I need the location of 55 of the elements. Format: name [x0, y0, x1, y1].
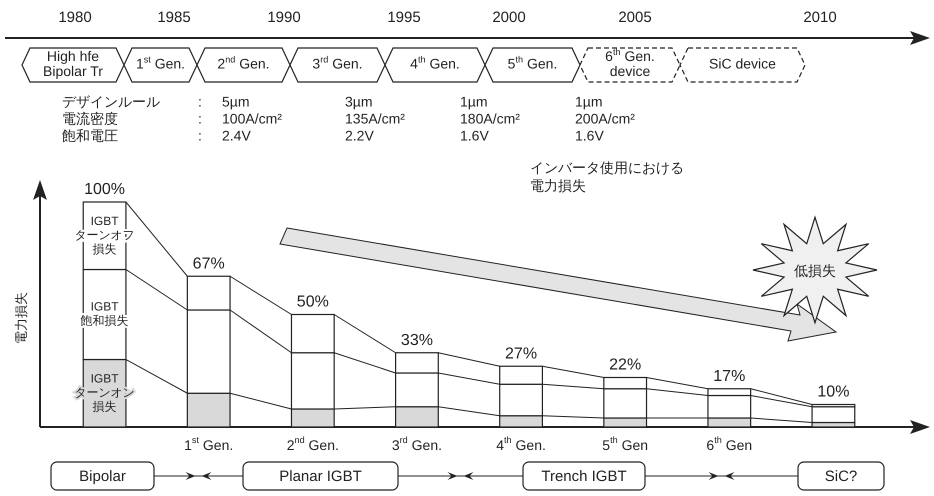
- text: 1.6V: [575, 128, 604, 144]
- text: 1980: [58, 9, 92, 26]
- text: Trench IGBT: [541, 468, 627, 485]
- text: 2000: [492, 9, 526, 26]
- text: 1.6V: [460, 128, 490, 144]
- x-tick-label: 4$^{th}$ Gen.: [496, 435, 546, 453]
- text: 1990: [267, 9, 301, 26]
- total-label: 10%: [817, 384, 850, 400]
- text: 5$^{th}$ Gen.: [508, 54, 558, 72]
- total-label: 33%: [400, 332, 433, 349]
- total-label: 67%: [192, 255, 225, 272]
- y-axis-title: 電力損失: [530, 178, 586, 194]
- x-tick-label: 5$^{th}$ Gen: [602, 435, 648, 453]
- text: 5µm: [222, 94, 250, 110]
- text: 4$^{th}$ Gen.: [410, 54, 460, 72]
- text: 1985: [157, 9, 191, 26]
- total-label: 50%: [296, 294, 329, 310]
- text: 1995: [387, 9, 421, 26]
- text: SiC?: [824, 468, 858, 485]
- x-tick-label: 2$^{nd}$ Gen.: [286, 435, 339, 453]
- text: 135A/cm²: [345, 110, 406, 127]
- x-tick-label: 6$^{th}$ Gen: [706, 435, 752, 453]
- text: 電力損失: [13, 292, 28, 344]
- text: 2010: [803, 9, 837, 26]
- text: 3$^{rd}$ Gen.: [312, 54, 363, 72]
- text: :: [198, 128, 202, 144]
- text: 1µm: [575, 94, 603, 110]
- text: 2005: [618, 9, 652, 26]
- text: 180A/cm²: [460, 110, 520, 127]
- total-label: 100%: [84, 181, 126, 198]
- text: Bipolar: [79, 468, 126, 485]
- text: SiC device: [709, 56, 776, 72]
- text: デザインルール: [62, 94, 160, 110]
- text: 飽和電圧: [62, 128, 118, 144]
- text: 2.2V: [345, 128, 374, 144]
- text: Planar IGBT: [279, 468, 362, 485]
- total-label: 27%: [505, 345, 538, 362]
- text: 2.4V: [222, 128, 252, 144]
- text: 200A/cm²: [575, 110, 636, 127]
- text: 3µm: [345, 94, 373, 110]
- text: 1µm: [460, 94, 488, 110]
- x-tick-label: 3$^{rd}$ Gen.: [392, 435, 442, 453]
- text: High hfe Bipolar Tr: [43, 48, 104, 80]
- text: インバータ使用における: [530, 160, 684, 176]
- annotation: 低損失: [794, 262, 836, 279]
- text: 6$^{th}$ Gen. device: [605, 46, 655, 80]
- text: 100A/cm²: [222, 110, 282, 127]
- text: 2$^{nd}$ Gen.: [217, 54, 270, 72]
- total-label: 22%: [609, 356, 642, 374]
- total-label: 17%: [713, 368, 746, 385]
- text: 1$^{st}$ Gen.: [136, 54, 186, 72]
- x-tick-label: 1$^{st}$ Gen.: [184, 435, 234, 453]
- text: :: [198, 94, 202, 110]
- text: :: [198, 110, 202, 127]
- text: 電流密度: [62, 110, 118, 127]
